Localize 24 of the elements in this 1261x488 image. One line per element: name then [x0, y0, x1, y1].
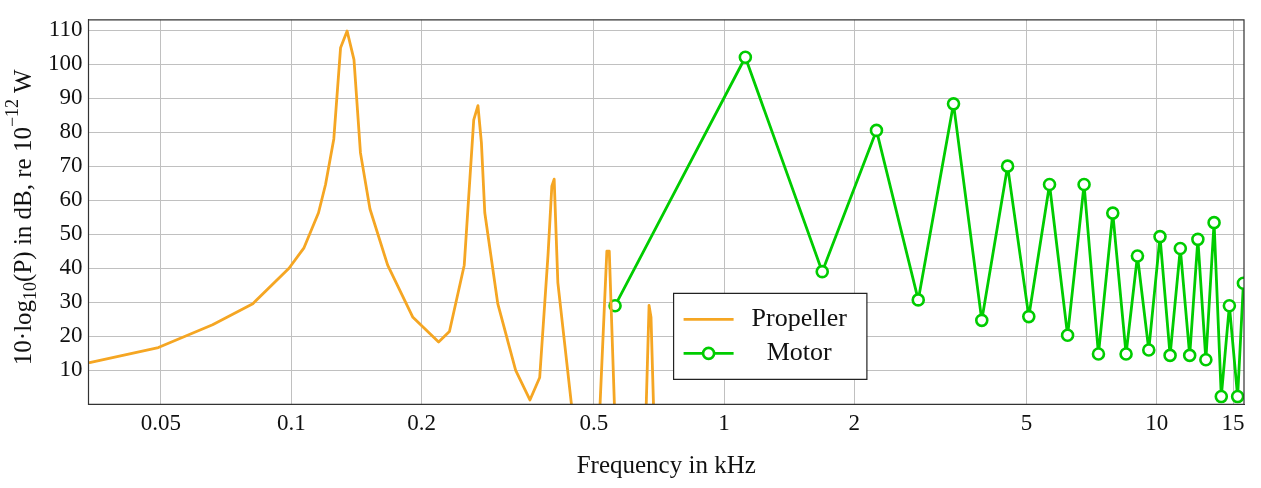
x-tick-label: 2 [848, 410, 861, 436]
y-axis-title: 10·log10(P) in dB, re 10−12 W [2, 69, 41, 366]
y-tick-label: 10 [59, 356, 83, 382]
x-tick-label: 10 [1145, 410, 1169, 436]
y-tick-label: 80 [59, 118, 83, 144]
y-tick-label: 100 [48, 50, 83, 76]
x-tick-label: 1 [718, 410, 730, 436]
legend-label: Propeller [751, 303, 848, 333]
x-tick-label: 0.05 [140, 410, 182, 436]
x-axis-title: Frequency in kHz [576, 450, 756, 478]
x-tick-label: 0.2 [407, 410, 436, 436]
x-tick-label: 5 [1020, 410, 1033, 436]
y-tick-label: 60 [59, 186, 83, 212]
x-tick-label: 0.5 [579, 410, 609, 436]
y-tick-label: 30 [59, 288, 83, 314]
y-tick-label: 20 [59, 322, 83, 348]
y-tick-label: 110 [48, 16, 83, 42]
y-tick-label: 70 [59, 152, 83, 178]
y-tick-label: 90 [59, 84, 83, 110]
x-tick-label: 15 [1221, 410, 1245, 436]
y-tick-label: 50 [59, 220, 83, 246]
x-tick-label: 0.1 [276, 410, 306, 436]
legend-label: Motor [766, 337, 833, 367]
y-tick-label: 40 [59, 254, 83, 280]
